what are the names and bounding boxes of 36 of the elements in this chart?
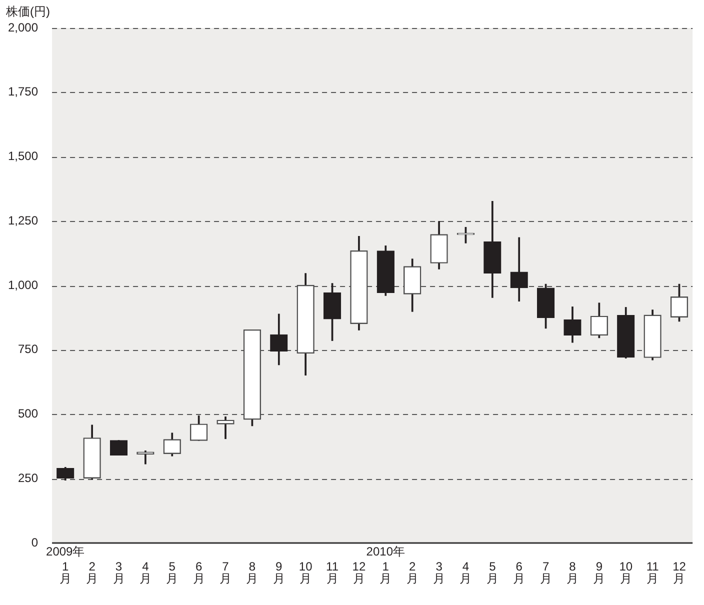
y-tick-label: 1,000 bbox=[8, 278, 38, 292]
x-tick-label: 8月 bbox=[566, 559, 578, 586]
y-tick-label: 500 bbox=[18, 406, 38, 421]
x-tick-label: 10月 bbox=[298, 559, 313, 586]
x-tick-label: 2月 bbox=[86, 559, 98, 586]
text: 2009年 bbox=[46, 544, 85, 558]
x-tick-label: 4月 bbox=[139, 559, 152, 586]
y-tick-label: 750 bbox=[18, 342, 38, 356]
x-tick-label: 5月 bbox=[486, 559, 498, 586]
x-tick-label: 11月 bbox=[646, 559, 660, 586]
y-tick-label: 1,500 bbox=[8, 149, 38, 164]
x-tick-label: 9月 bbox=[272, 559, 285, 586]
x-tick-label: 9月 bbox=[593, 559, 606, 586]
x-tick-label: 11月 bbox=[326, 559, 339, 586]
x-tick-label: 8月 bbox=[246, 559, 258, 586]
x-tick-label: 1月 bbox=[59, 559, 72, 586]
x-tick-label: 12月 bbox=[352, 559, 366, 586]
x-tick-label: 5月 bbox=[166, 559, 178, 586]
y-tick-label: 0 bbox=[31, 535, 38, 550]
y-tick-label: 1,250 bbox=[8, 213, 38, 228]
x-tick-label: 7月 bbox=[220, 559, 232, 586]
y-tick-label: 1,750 bbox=[8, 84, 38, 99]
x-tick-label: 2月 bbox=[406, 559, 418, 586]
y-tick-label: 250 bbox=[18, 470, 38, 485]
x-tick-label: 12月 bbox=[672, 559, 686, 586]
x-tick-label: 4月 bbox=[460, 559, 472, 586]
x-tick-label: 10月 bbox=[619, 559, 633, 586]
x-tick-label: 7月 bbox=[540, 559, 552, 586]
x-tick-label: 3月 bbox=[433, 559, 446, 586]
y-axis-title: 株価(円) bbox=[5, 4, 50, 18]
x-tick-label: 6月 bbox=[513, 559, 526, 586]
x-tick-label: 1月 bbox=[380, 559, 392, 586]
y-tick-label: 2,000 bbox=[8, 20, 38, 34]
x-tick-label: 6月 bbox=[192, 559, 205, 586]
text: 2010年 bbox=[366, 544, 406, 558]
x-tick-label: 3月 bbox=[112, 559, 125, 586]
